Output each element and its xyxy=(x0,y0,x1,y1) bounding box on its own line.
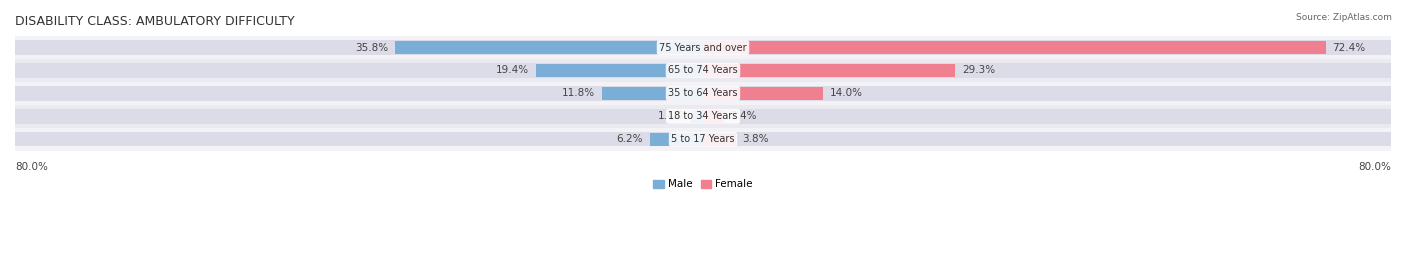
Text: 29.3%: 29.3% xyxy=(962,65,995,76)
Text: 72.4%: 72.4% xyxy=(1333,43,1365,52)
Text: Source: ZipAtlas.com: Source: ZipAtlas.com xyxy=(1296,13,1392,22)
Text: 80.0%: 80.0% xyxy=(1358,162,1391,172)
Text: 65 to 74 Years: 65 to 74 Years xyxy=(668,65,738,76)
Bar xyxy=(703,133,735,146)
Bar xyxy=(15,132,703,146)
Text: 18 to 34 Years: 18 to 34 Years xyxy=(668,111,738,121)
Bar xyxy=(650,133,703,146)
Bar xyxy=(15,105,1391,128)
Bar xyxy=(602,87,703,100)
Bar xyxy=(703,40,1391,55)
Bar xyxy=(15,82,1391,105)
Text: 80.0%: 80.0% xyxy=(15,162,48,172)
Bar xyxy=(690,110,703,123)
Bar xyxy=(703,109,1391,123)
Text: 11.8%: 11.8% xyxy=(561,89,595,98)
Legend: Male, Female: Male, Female xyxy=(650,175,756,194)
Bar xyxy=(15,86,703,101)
Bar xyxy=(703,87,824,100)
Text: 3.8%: 3.8% xyxy=(742,134,769,144)
Text: 6.2%: 6.2% xyxy=(616,134,643,144)
Bar xyxy=(703,64,955,77)
Bar xyxy=(15,109,703,123)
Bar xyxy=(15,36,1391,59)
Text: 19.4%: 19.4% xyxy=(496,65,529,76)
Bar xyxy=(395,41,703,54)
Bar xyxy=(15,59,1391,82)
Text: DISABILITY CLASS: AMBULATORY DIFFICULTY: DISABILITY CLASS: AMBULATORY DIFFICULTY xyxy=(15,15,295,28)
Bar xyxy=(15,128,1391,151)
Text: 35.8%: 35.8% xyxy=(356,43,388,52)
Bar xyxy=(536,64,703,77)
Text: 75 Years and over: 75 Years and over xyxy=(659,43,747,52)
Bar xyxy=(703,63,1391,78)
Bar xyxy=(703,86,1391,101)
Bar xyxy=(703,132,1391,146)
Bar xyxy=(703,41,1326,54)
Bar xyxy=(15,40,703,55)
Text: 1.4%: 1.4% xyxy=(658,111,685,121)
Text: 2.4%: 2.4% xyxy=(731,111,756,121)
Text: 35 to 64 Years: 35 to 64 Years xyxy=(668,89,738,98)
Bar xyxy=(703,110,724,123)
Bar xyxy=(15,63,703,78)
Text: 14.0%: 14.0% xyxy=(831,89,863,98)
Text: 5 to 17 Years: 5 to 17 Years xyxy=(671,134,735,144)
